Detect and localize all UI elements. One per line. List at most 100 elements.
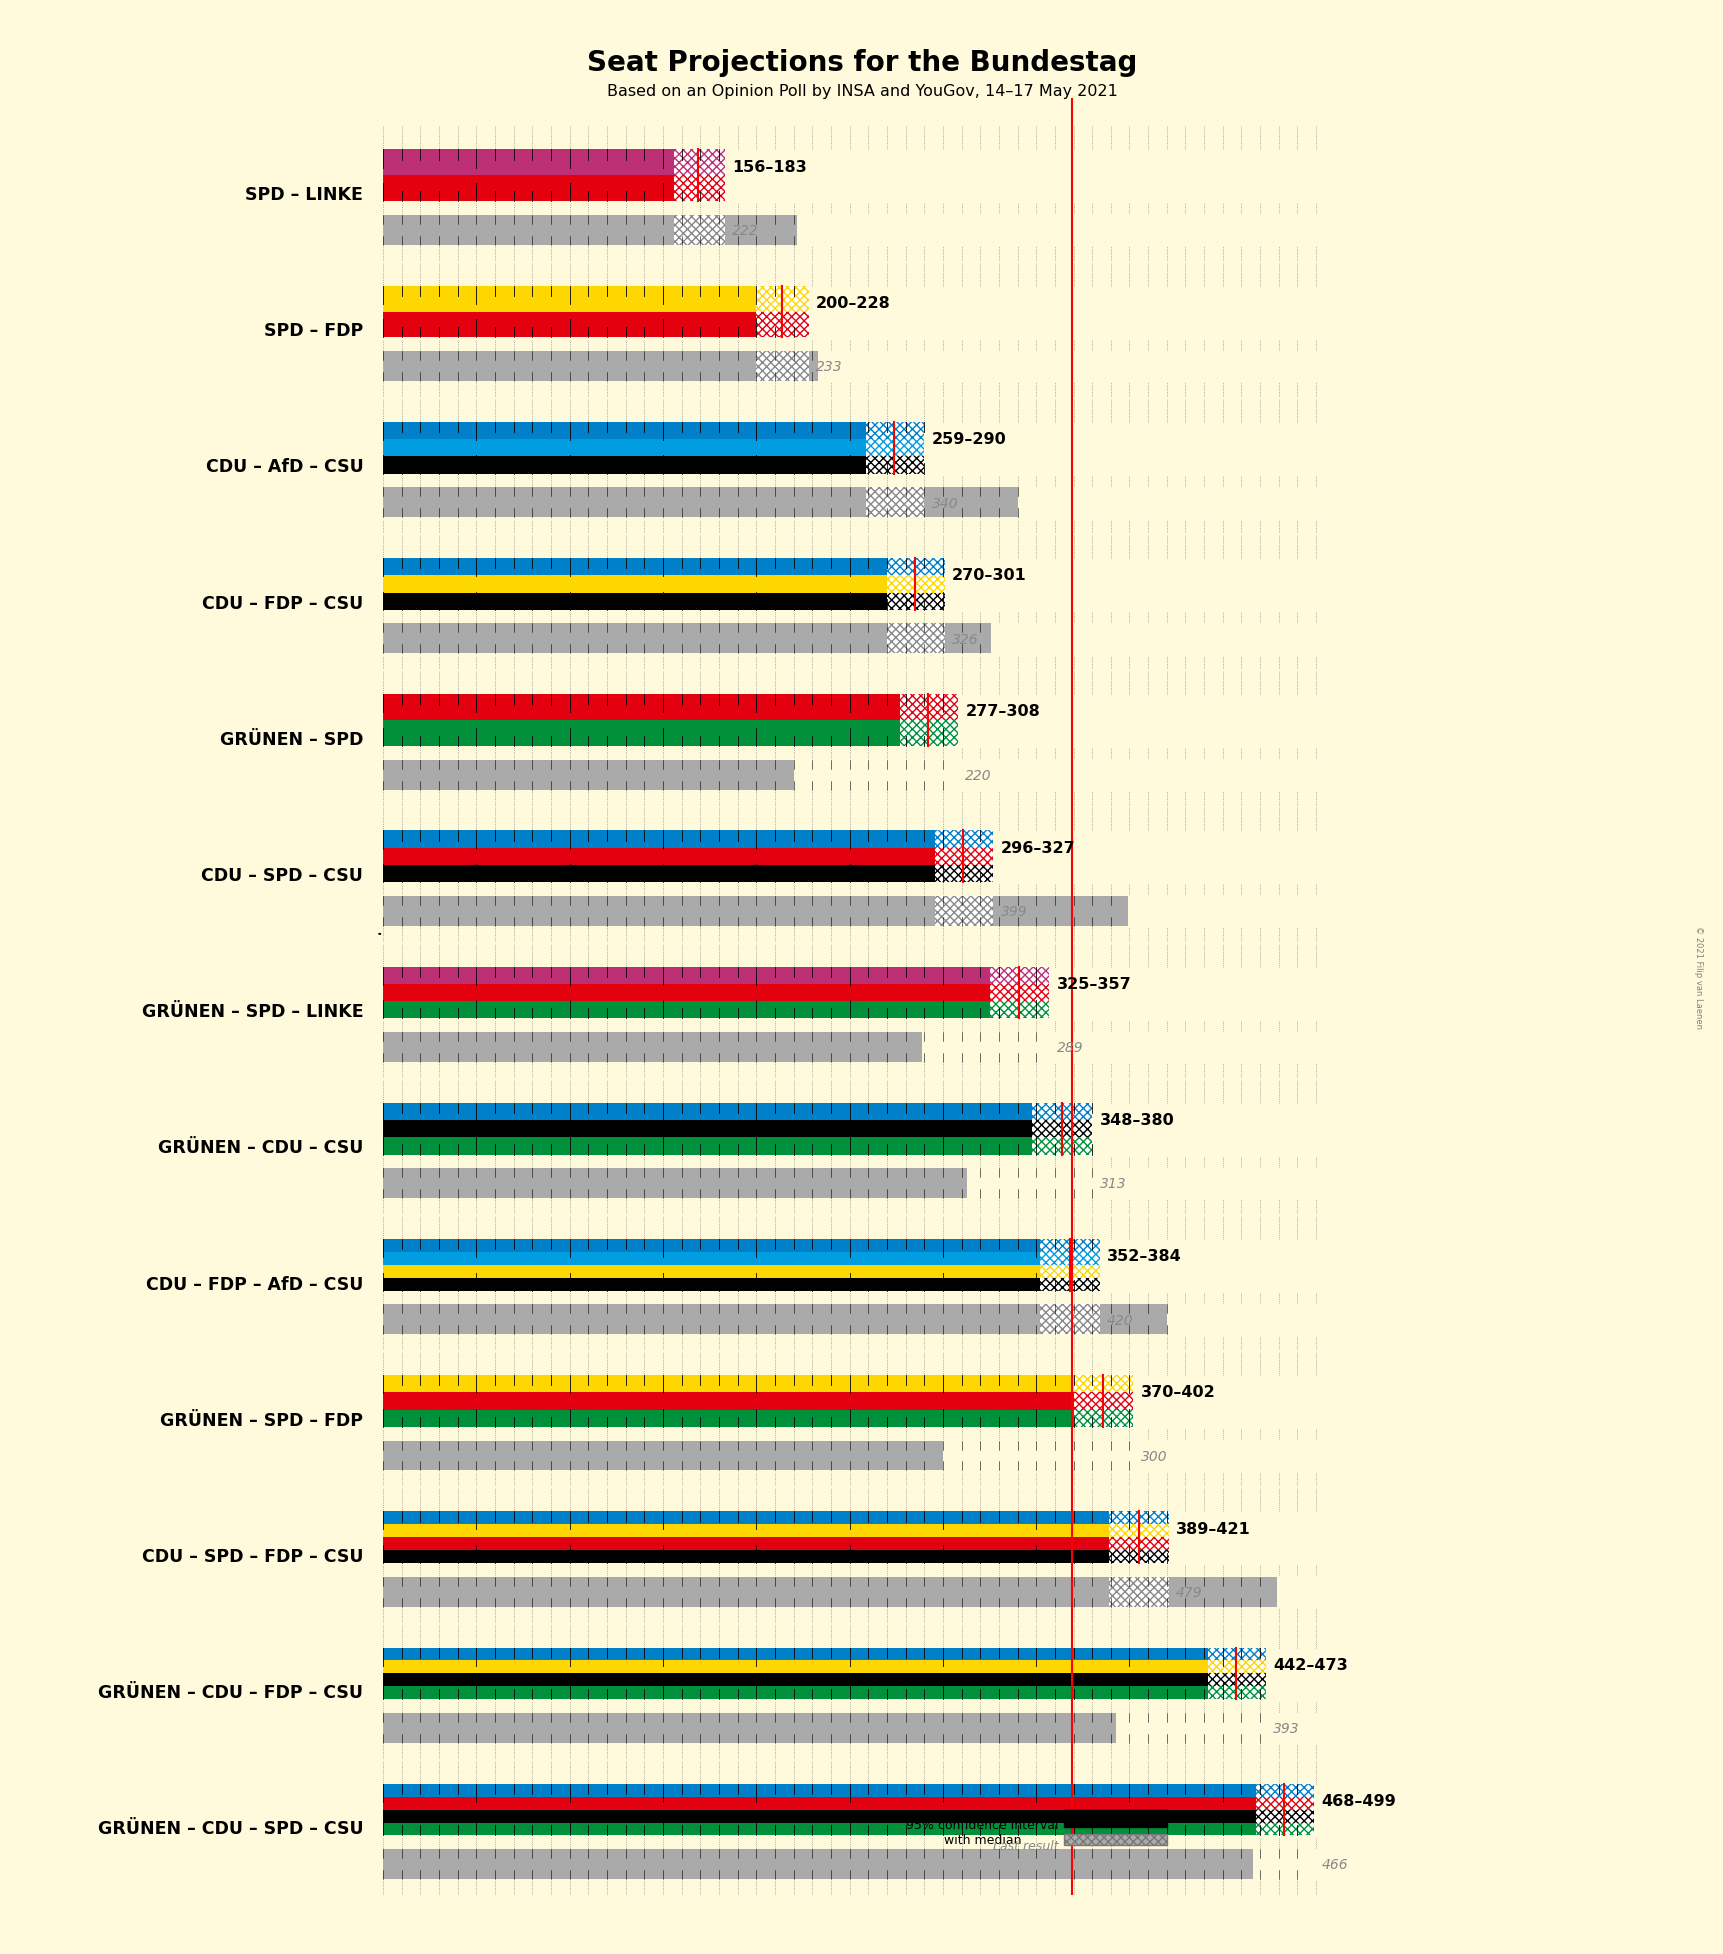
Bar (383, 285, 756, 311)
Bar (936, 848, 992, 866)
Bar (867, 487, 924, 518)
Bar (383, 1714, 1117, 1743)
Bar (383, 422, 867, 440)
Bar (867, 422, 924, 440)
Bar (383, 1409, 1073, 1426)
Bar (383, 1102, 1032, 1120)
Bar (1073, 1409, 1132, 1426)
Bar (383, 895, 936, 926)
Bar (992, 895, 1127, 926)
Text: 399: 399 (999, 905, 1027, 918)
Bar (1108, 1577, 1168, 1606)
Bar (383, 574, 886, 592)
Text: 289: 289 (1056, 1041, 1082, 1055)
Bar (383, 1661, 1208, 1673)
Text: 352–384: 352–384 (1106, 1249, 1182, 1264)
Bar (756, 285, 808, 311)
Bar (383, 440, 867, 457)
Bar (1039, 1278, 1099, 1292)
Bar (1032, 1137, 1092, 1155)
Text: 156–183: 156–183 (732, 160, 806, 174)
Text: Based on an Opinion Poll by INSA and YouGov, 14–17 May 2021: Based on an Opinion Poll by INSA and You… (606, 84, 1117, 100)
Bar (936, 866, 992, 881)
Text: 340: 340 (930, 496, 958, 510)
Bar (1039, 1264, 1099, 1278)
Bar (383, 1550, 1108, 1563)
Text: 389–421: 389–421 (1175, 1522, 1251, 1536)
Bar (1099, 1305, 1166, 1335)
Bar (383, 623, 886, 653)
Text: 466: 466 (1322, 1858, 1347, 1872)
Bar (383, 1120, 1032, 1137)
Text: 270–301: 270–301 (951, 569, 1027, 582)
Bar (1108, 1510, 1168, 1524)
Bar (808, 352, 817, 381)
Bar (936, 830, 992, 848)
Bar (1208, 1686, 1265, 1700)
Text: 200–228: 200–228 (815, 295, 891, 311)
Text: 95% confidence interval
with median: 95% confidence interval with median (906, 1819, 1058, 1847)
Bar (383, 1278, 1039, 1292)
Bar (756, 311, 808, 338)
Text: 393: 393 (1273, 1721, 1299, 1737)
Bar (989, 1000, 1049, 1018)
Bar (383, 1538, 1108, 1550)
Bar (886, 574, 944, 592)
Bar (867, 457, 924, 473)
Bar (383, 1393, 1073, 1409)
Bar (944, 623, 991, 653)
Bar (383, 830, 936, 848)
Text: 468–499: 468–499 (1322, 1794, 1396, 1809)
Bar (724, 215, 796, 244)
Bar (1108, 1550, 1168, 1563)
Bar (383, 149, 674, 176)
Bar (1168, 1577, 1277, 1606)
Bar (1063, 1835, 1166, 1845)
Bar (1256, 1796, 1313, 1809)
Bar (924, 487, 1017, 518)
Bar (383, 721, 899, 746)
Text: 313: 313 (1099, 1178, 1125, 1192)
Bar (383, 1032, 922, 1061)
Bar (1208, 1647, 1265, 1661)
Bar (886, 592, 944, 610)
Text: 296–327: 296–327 (999, 840, 1075, 856)
Bar (989, 983, 1049, 1000)
Bar (756, 352, 808, 381)
Bar (383, 487, 867, 518)
Bar (674, 176, 724, 201)
Bar (383, 1440, 942, 1471)
Text: 370–402: 370–402 (1141, 1385, 1215, 1401)
Bar (1039, 1305, 1099, 1335)
Bar (1073, 1393, 1132, 1409)
Bar (383, 1796, 1256, 1809)
Bar (383, 1137, 1032, 1155)
Bar (383, 215, 674, 244)
Text: 442–473: 442–473 (1273, 1657, 1347, 1673)
Bar (1208, 1673, 1265, 1686)
Bar (383, 352, 756, 381)
Bar (886, 623, 944, 653)
Bar (886, 559, 944, 574)
Bar (1108, 1538, 1168, 1550)
Bar (383, 1000, 989, 1018)
Bar (1032, 1120, 1092, 1137)
Bar (383, 1376, 1073, 1393)
Bar (383, 967, 989, 983)
Bar (1256, 1784, 1313, 1796)
Bar (899, 721, 958, 746)
Bar (1073, 1376, 1132, 1393)
Bar (989, 967, 1049, 983)
Text: 233: 233 (815, 360, 843, 375)
Text: 326: 326 (951, 633, 979, 647)
Text: 300: 300 (1141, 1450, 1166, 1464)
Bar (899, 694, 958, 721)
Text: 325–357: 325–357 (1056, 977, 1130, 993)
Bar (1032, 1102, 1092, 1120)
Bar (674, 149, 724, 176)
Bar (383, 1784, 1256, 1796)
Text: © 2021 Filip van Laenen: © 2021 Filip van Laenen (1692, 926, 1702, 1028)
Bar (383, 1848, 1253, 1880)
Bar (674, 215, 724, 244)
Bar (383, 1823, 1256, 1835)
